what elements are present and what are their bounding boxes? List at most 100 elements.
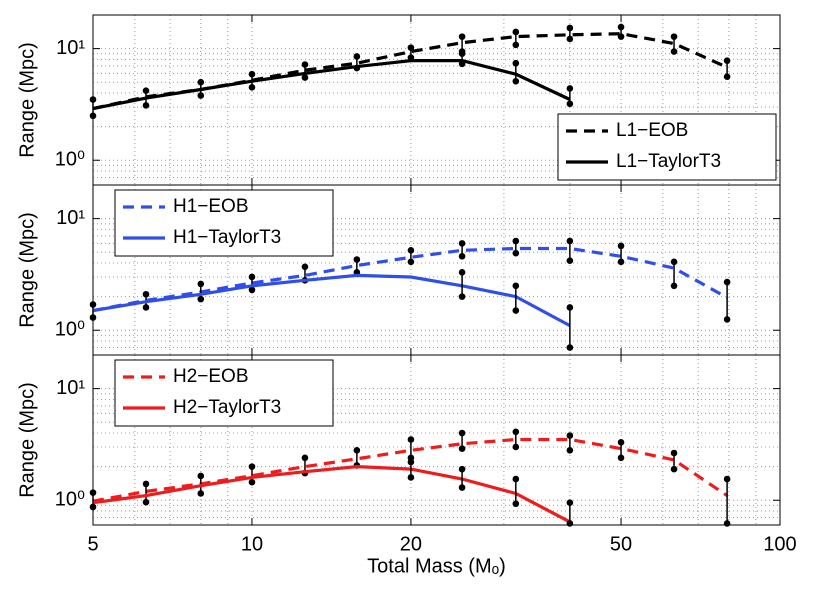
x-tick-label: 5 [87,533,98,555]
error-cap [248,463,256,470]
x-tick-label: 20 [400,533,422,555]
error-cap [142,290,150,298]
error-cap [248,273,256,281]
error-cap [458,484,466,491]
plot-frame [92,354,781,526]
error-cap [353,53,361,60]
error-cap [407,44,415,51]
error-cap [670,282,678,290]
error-cap [566,237,574,245]
error-cap [248,84,256,91]
error-cap [512,237,520,245]
error-cap [248,286,256,294]
error-cap [458,50,466,58]
error-cap [458,429,466,437]
error-cap [617,258,625,266]
y-tick-label: 10¹ [56,207,85,229]
y-axis-label: Range (Mpc) [16,42,38,158]
error-cap [617,33,625,40]
y-tick-label: 10⁰ [55,149,85,171]
legend-label: L1−TaylorT3 [616,151,721,172]
error-cap [670,465,678,473]
error-cap [512,282,520,290]
error-cap [512,307,520,314]
error-cap [197,92,205,99]
legend-label: H2−EOB [173,366,249,387]
series-line [92,273,571,328]
legend-box [114,359,334,427]
error-cap [197,472,205,480]
error-cap [617,439,625,446]
error-cap [301,74,309,81]
legend-label: L1−EOB [616,120,688,141]
error-cap [670,258,678,266]
error-cap [197,490,205,497]
y-tick-label: 10⁰ [55,489,85,511]
error-cap [458,445,466,452]
error-cap [248,478,256,486]
legend-label: H1−TaylorT3 [173,227,281,248]
error-cap [301,263,309,271]
error-cap [353,447,361,454]
error-cap [512,428,520,436]
error-cap [566,344,574,351]
series-line [92,464,571,524]
error-cap [617,454,625,462]
error-cap [248,70,256,78]
error-cap [723,520,731,527]
error-cap [142,480,150,488]
error-cap [566,100,574,108]
error-cap [512,475,520,483]
error-cap [458,269,466,276]
error-cap [407,247,415,254]
error-cap [301,454,309,462]
x-tick-label: 10 [241,533,263,555]
error-cap [723,73,731,81]
legend-label: H2−TaylorT3 [173,397,281,418]
error-cap [142,87,150,94]
error-cap [566,520,574,527]
error-cap [512,59,520,67]
error-cap [723,316,731,323]
error-cap [458,293,466,300]
y-axis-label: Range (Mpc) [16,382,38,498]
error-cap [512,41,520,49]
y-axis-label: Range (Mpc) [16,212,38,328]
x-axis-label: Total Mass (Mₒ) [367,555,506,577]
error-cap [407,436,415,443]
error-cap [723,475,731,483]
error-cap [617,242,625,250]
error-cap [407,474,415,481]
error-cap [512,500,520,508]
error-cap [301,61,309,68]
error-cap [670,33,678,40]
error-cap [353,256,361,263]
error-cap [512,28,520,36]
error-cap [566,447,574,454]
error-cap [566,304,574,311]
error-cap [458,252,466,260]
error-cap [407,458,415,466]
error-cap [142,304,150,311]
error-cap [566,432,574,439]
error-cap [407,258,415,266]
error-cap [458,60,466,68]
legend-box [557,113,777,181]
error-cap [512,249,520,257]
error-cap [566,35,574,43]
error-cap [723,57,731,64]
y-tick-label: 10¹ [56,37,85,59]
error-cap [566,257,574,264]
legend-label: H1−EOB [173,196,249,217]
series-line [92,59,571,111]
error-cap [197,295,205,303]
error-cap [617,23,625,31]
error-cap [566,85,574,92]
y-tick-label: 10⁰ [55,319,85,341]
error-cap [458,465,466,473]
error-cap [142,498,150,506]
error-cap [566,499,574,507]
error-cap [670,449,678,457]
error-cap [566,24,574,32]
